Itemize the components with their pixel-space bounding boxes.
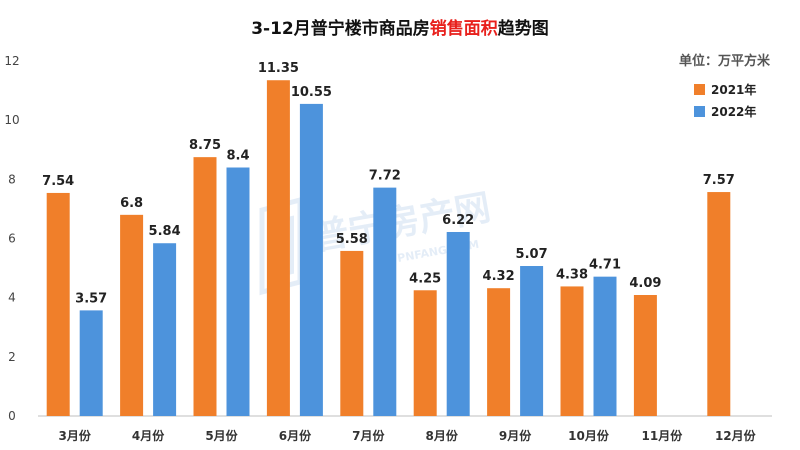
y-tick-label: 2	[8, 350, 16, 364]
y-tick-label: 4	[8, 291, 16, 305]
data-label: 4.32	[483, 269, 515, 284]
data-label: 6.8	[120, 196, 143, 211]
data-label: 7.72	[369, 169, 401, 184]
bar-2022	[520, 266, 544, 416]
bar-2022	[593, 276, 617, 416]
legend: 2021年 2022年	[694, 78, 756, 122]
chart-title: 3-12月普宁楼市商品房销售面积趋势图	[0, 14, 800, 39]
y-tick-label: 12	[4, 54, 19, 68]
x-tick-label: 11月份	[642, 428, 684, 443]
bar-2021	[266, 80, 290, 417]
data-label: 4.09	[629, 276, 661, 291]
legend-item-2022: 2022年	[694, 100, 756, 122]
bar-2021	[193, 157, 217, 417]
bar-2021	[46, 192, 70, 416]
chart-title-prefix: 3-12月普宁楼市商品房	[251, 19, 430, 39]
x-tick-label: 5月份	[205, 428, 238, 443]
data-label: 8.75	[189, 138, 221, 153]
data-label: 5.07	[516, 247, 548, 262]
y-tick-label: 0	[8, 409, 16, 423]
x-tick-label: 4月份	[132, 428, 165, 443]
x-tick-label: 7月份	[352, 428, 385, 443]
x-tick-label: 6月份	[279, 428, 312, 443]
bar-2022	[79, 310, 103, 416]
bar-2021	[120, 214, 144, 416]
bar-2021	[633, 295, 657, 416]
y-tick-label: 8	[8, 172, 16, 186]
bar-2022	[226, 167, 250, 416]
data-labels: 7.54 3.57 6.8 5.84 8.75 8.4 11.35 10.55 5.58 7.72…	[42, 61, 735, 306]
x-tick-label: 10月份	[568, 428, 610, 443]
bar-2021	[560, 286, 584, 416]
bar-2021	[487, 288, 511, 416]
data-label: 7.57	[703, 173, 735, 188]
data-label: 10.55	[291, 85, 332, 100]
data-label: 5.84	[149, 224, 181, 239]
data-label: 7.54	[42, 174, 74, 189]
bar-2022	[446, 231, 470, 416]
unit-label: 单位：万平方米	[678, 54, 770, 69]
legend-swatch-2021	[694, 83, 705, 95]
bar-2022	[373, 187, 397, 416]
data-label: 11.35	[258, 61, 299, 76]
x-tick-label: 3月份	[59, 428, 92, 443]
bars	[46, 80, 731, 417]
x-axis-labels: 3月份 4月份 5月份 6月份 7月份 8月份 9月份 10月份 11月份 12月份	[59, 428, 757, 443]
data-label: 3.57	[75, 291, 107, 306]
chart-title-highlight: 销售面积	[429, 19, 498, 39]
legend-swatch-2022	[694, 105, 705, 117]
x-tick-label: 8月份	[426, 428, 459, 443]
chart-title-suffix: 趋势图	[497, 19, 549, 39]
data-label: 8.4	[226, 149, 249, 164]
x-tick-label: 9月份	[499, 428, 532, 443]
bar-2021	[340, 250, 364, 416]
y-tick-label: 6	[8, 232, 16, 246]
bar-2022	[153, 243, 177, 416]
y-tick-label: 10	[4, 113, 19, 127]
x-tick-label: 12月份	[715, 428, 757, 443]
data-label: 4.25	[409, 271, 441, 286]
data-label: 6.22	[442, 213, 474, 228]
legend-label-2022: 2022年	[711, 104, 757, 119]
data-label: 4.38	[556, 267, 588, 282]
legend-item-2021: 2021年	[694, 78, 756, 100]
bar-2022	[299, 103, 323, 416]
data-label: 4.71	[589, 258, 621, 273]
data-label: 5.58	[336, 232, 368, 247]
legend-label-2021: 2021年	[711, 82, 757, 97]
bar-2021	[413, 290, 437, 416]
bar-2021	[707, 192, 731, 416]
